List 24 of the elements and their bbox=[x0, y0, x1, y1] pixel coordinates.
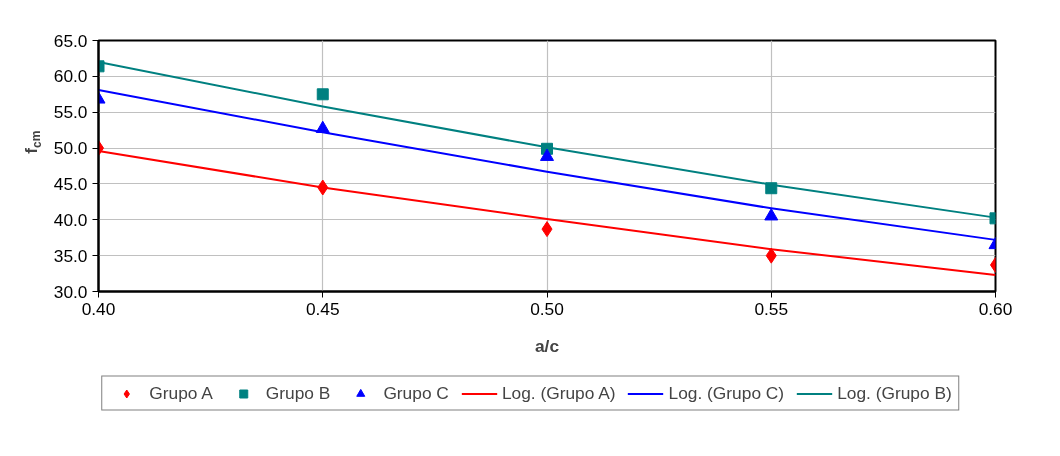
point bbox=[540, 148, 554, 161]
y-tick-label: 35.0 bbox=[53, 245, 88, 266]
legend-label: Log. (Grupo C) bbox=[668, 382, 785, 404]
y-tick-label: 60.0 bbox=[53, 66, 88, 87]
y-axis-title: fcm bbox=[20, 130, 44, 154]
x-axis-title: a/c bbox=[534, 335, 560, 356]
legend-label: Log. (Grupo A) bbox=[501, 382, 616, 404]
legend-label: Grupo C bbox=[383, 382, 449, 404]
legend-label: Grupo A bbox=[149, 382, 213, 404]
x-tick-label: 0.45 bbox=[305, 298, 340, 319]
legend-label: Log. (Grupo B) bbox=[837, 382, 952, 404]
legend-label: Grupo B bbox=[265, 382, 331, 404]
y-tick-label: 50.0 bbox=[53, 138, 88, 159]
x-tick-label: 0.55 bbox=[754, 298, 789, 319]
point bbox=[765, 247, 777, 264]
point bbox=[316, 88, 329, 101]
y-tick-label: 45.0 bbox=[53, 173, 88, 194]
point bbox=[764, 208, 779, 221]
point bbox=[541, 221, 553, 238]
y-tick-label: 55.0 bbox=[53, 102, 88, 123]
x-tick-label: 0.50 bbox=[530, 298, 564, 319]
x-tick-label: 0.60 bbox=[978, 298, 1013, 319]
y-tick-label: 40.0 bbox=[53, 209, 88, 230]
y-tick-label: 65.0 bbox=[53, 30, 88, 51]
